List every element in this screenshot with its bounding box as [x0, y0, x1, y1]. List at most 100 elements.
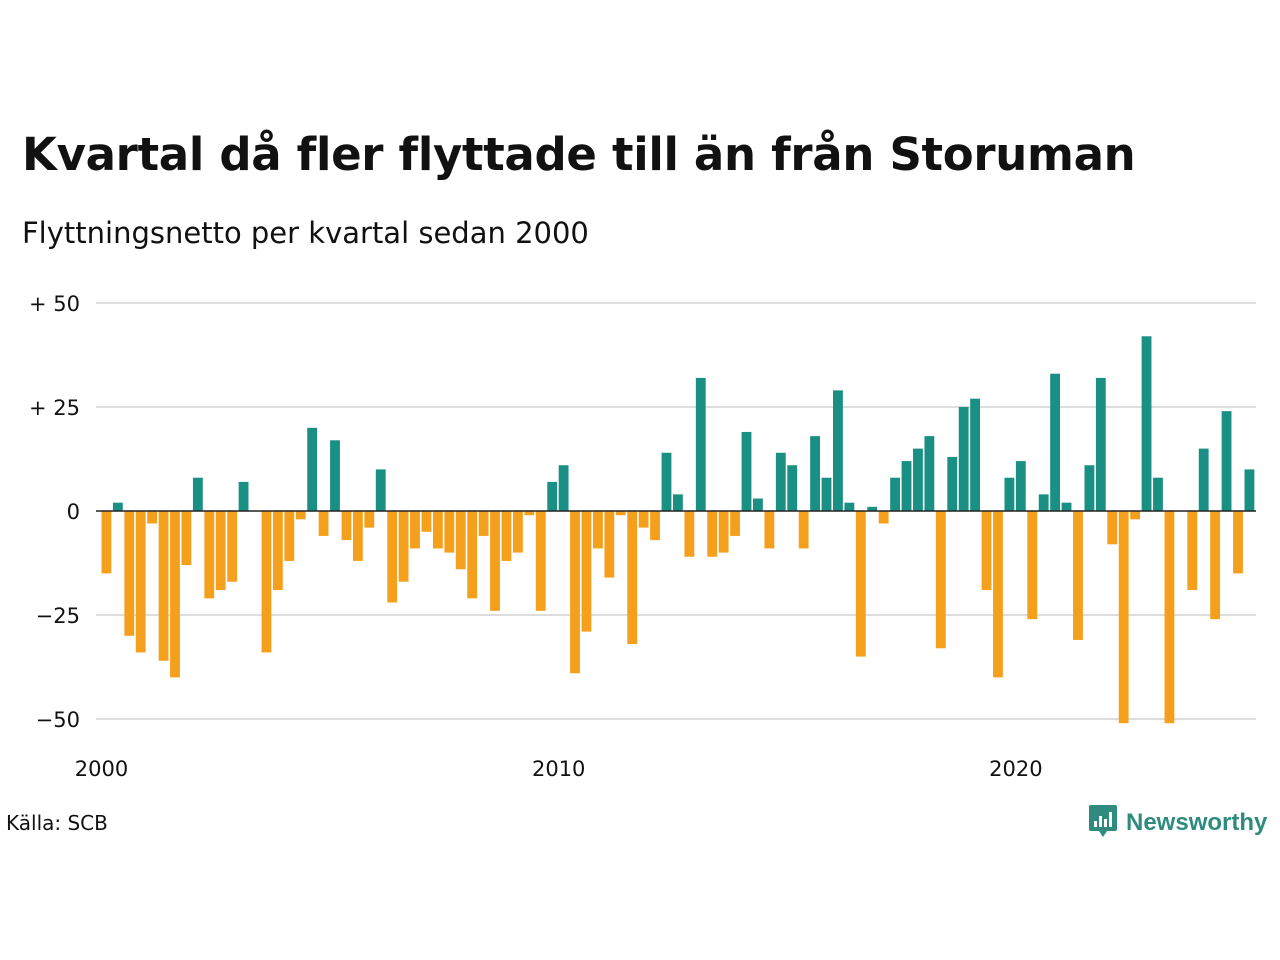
bar — [1015, 461, 1026, 511]
bar — [604, 511, 615, 578]
y-tick-label: −25 — [36, 604, 80, 628]
bar — [958, 407, 969, 511]
bar — [592, 511, 603, 549]
bar — [1038, 494, 1049, 511]
bar — [501, 511, 512, 561]
bar — [1153, 477, 1163, 511]
bar — [1187, 511, 1198, 591]
bar — [627, 511, 638, 645]
bar — [112, 502, 123, 511]
bar — [524, 511, 535, 516]
bar — [753, 498, 763, 511]
bar — [1004, 477, 1015, 511]
bar — [558, 465, 569, 511]
bar — [101, 511, 112, 574]
bar — [821, 477, 832, 511]
chart-subtitle: Flyttningsnetto per kvartal sedan 2000 — [22, 216, 589, 250]
bar — [1107, 511, 1118, 545]
bar — [284, 511, 295, 561]
bar — [261, 511, 272, 653]
bar — [192, 477, 203, 511]
bar — [833, 390, 843, 511]
bar — [1073, 511, 1083, 640]
bar — [1027, 511, 1038, 620]
bar — [398, 511, 409, 582]
y-tick-label: + 50 — [29, 292, 80, 316]
bar — [615, 511, 626, 516]
bar — [1141, 336, 1152, 511]
bar — [158, 511, 169, 661]
brand-logo[interactable]: Newsworthy — [1088, 803, 1267, 843]
bar — [764, 511, 775, 549]
bar — [490, 511, 500, 611]
bar — [330, 440, 340, 511]
bar — [718, 511, 729, 553]
bar — [341, 511, 352, 541]
bar — [1061, 502, 1072, 511]
bar-chart-speech-bubble-icon — [1088, 803, 1118, 843]
source-note: Källa: SCB — [6, 811, 108, 835]
bar — [1210, 511, 1221, 620]
bar — [844, 502, 855, 511]
bar — [810, 436, 820, 511]
bar — [935, 511, 946, 649]
y-axis-labels: + 50 + 25 0 −25 −50 — [29, 292, 80, 732]
chart-title: Kvartal då fler flyttade till än från St… — [22, 128, 1136, 181]
brand-name: Newsworthy — [1126, 809, 1268, 836]
bar — [650, 511, 660, 541]
bar — [124, 511, 135, 636]
bar — [913, 448, 923, 511]
bar — [1221, 411, 1232, 511]
bar — [181, 511, 192, 566]
bar — [455, 511, 466, 570]
bar — [1244, 469, 1255, 511]
bar — [295, 511, 306, 520]
bar — [272, 511, 283, 591]
bar — [798, 511, 809, 549]
bar — [890, 477, 900, 511]
bar — [147, 511, 158, 524]
bar — [421, 511, 432, 532]
bar — [170, 511, 180, 678]
bar — [1164, 511, 1175, 724]
bar — [581, 511, 592, 632]
bar — [741, 431, 752, 511]
bar-chart: + 50 + 25 0 −25 −50 2000 2010 2020 — [29, 292, 1256, 781]
bar — [215, 511, 226, 591]
bar — [1050, 373, 1061, 511]
y-tick-label: −50 — [36, 708, 80, 732]
bar — [307, 427, 318, 511]
bar — [547, 481, 558, 511]
bar — [695, 377, 706, 511]
bar — [410, 511, 420, 549]
bar — [1118, 511, 1129, 724]
bar — [352, 511, 363, 561]
bar — [1198, 448, 1209, 511]
bar — [787, 465, 798, 511]
bar — [1095, 377, 1106, 511]
bar — [924, 436, 935, 511]
bar — [318, 511, 329, 536]
bar — [1084, 465, 1095, 511]
bar — [730, 511, 740, 536]
bar — [638, 511, 649, 528]
x-axis-labels: 2000 2010 2020 — [75, 757, 1043, 781]
bar — [135, 511, 146, 653]
bar — [444, 511, 455, 553]
bar — [661, 452, 672, 511]
bar — [478, 511, 489, 536]
bar — [535, 511, 546, 611]
x-tick-label: 2020 — [989, 757, 1042, 781]
bar — [901, 461, 912, 511]
bar — [512, 511, 523, 553]
y-tick-label: + 25 — [29, 396, 80, 420]
bar — [673, 494, 683, 511]
bar — [707, 511, 718, 557]
bar — [387, 511, 398, 603]
bar — [432, 511, 443, 549]
bar — [227, 511, 238, 582]
x-tick-label: 2000 — [75, 757, 128, 781]
bar — [855, 511, 866, 657]
bar — [878, 511, 889, 524]
x-tick-label: 2010 — [532, 757, 585, 781]
